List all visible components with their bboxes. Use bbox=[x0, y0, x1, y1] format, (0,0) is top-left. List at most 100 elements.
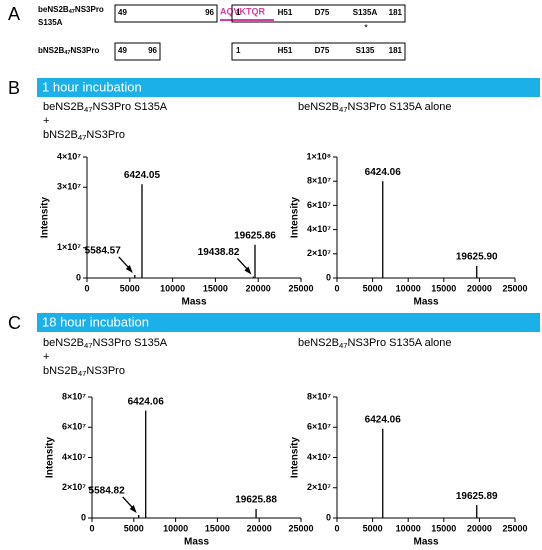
text-part: NS3Pro S135A bbox=[93, 337, 168, 349]
chart-subtitle: + bbox=[43, 115, 49, 127]
arrow-head bbox=[244, 266, 252, 275]
x-tick-label: 0 bbox=[89, 523, 94, 533]
peak-label: 19625.86 bbox=[234, 230, 276, 241]
x-tick-label: 10000 bbox=[163, 523, 188, 533]
y-tick-label: 2×10⁷ bbox=[307, 482, 331, 492]
y-tick-label: 2×10⁷ bbox=[307, 248, 331, 258]
peak-label: 5584.57 bbox=[85, 246, 122, 257]
arrow-head bbox=[129, 504, 137, 513]
peak-label: 19625.89 bbox=[456, 491, 498, 502]
panel-label: A bbox=[8, 4, 20, 24]
x-tick-label: 25000 bbox=[288, 523, 313, 533]
x-tick-label: 15000 bbox=[431, 523, 456, 533]
x-tick-label: 15000 bbox=[203, 283, 228, 293]
text-part: bNS2B bbox=[38, 46, 64, 55]
chart-subtitle: beNS2B47NS3Pro S135A bbox=[43, 101, 168, 114]
x-tick-label: 20000 bbox=[247, 523, 272, 533]
domain-box bbox=[231, 42, 406, 61]
text-part: NS3Pro S135A bbox=[93, 101, 168, 113]
x-tick-label: 5000 bbox=[363, 283, 383, 293]
peak-label: 5584.82 bbox=[89, 486, 126, 497]
text-part: 47 bbox=[69, 9, 75, 15]
text-part: beNS2B bbox=[298, 337, 339, 349]
y-tick-label: 6×10⁷ bbox=[62, 422, 86, 432]
x-tick-label: 15000 bbox=[431, 283, 456, 293]
y-tick-label: 1×10⁷ bbox=[57, 242, 81, 252]
box-label: S135 bbox=[356, 46, 375, 55]
text-part: beNS2B bbox=[43, 101, 84, 113]
x-tick-label: 20000 bbox=[467, 283, 492, 293]
domain-box bbox=[114, 4, 218, 23]
construct-name: S135A bbox=[38, 18, 63, 27]
x-tick-label: 5000 bbox=[120, 283, 140, 293]
text-part: NS3Pro bbox=[86, 365, 125, 377]
text-part: 47 bbox=[78, 133, 87, 142]
linker: AQVKTQR bbox=[220, 6, 266, 16]
text-part: 47 bbox=[78, 369, 87, 378]
text-part: + bbox=[43, 351, 49, 363]
text-part: 47 bbox=[84, 341, 93, 350]
x-axis-label: Mass bbox=[413, 537, 438, 548]
peak-label: 6424.06 bbox=[365, 167, 402, 178]
domain-box bbox=[114, 42, 161, 61]
y-tick-label: 8×10⁷ bbox=[307, 176, 331, 186]
x-tick-label: 20000 bbox=[246, 283, 271, 293]
x-tick-label: 15000 bbox=[205, 523, 230, 533]
y-tick-label: 8×10⁷ bbox=[307, 391, 331, 401]
chart-subtitle: beNS2B47NS3Pro S135A alone bbox=[298, 337, 452, 350]
box-label: 96 bbox=[205, 8, 214, 17]
banner-text: 1 hour incubation bbox=[42, 79, 142, 94]
text-part: NS3Pro bbox=[86, 129, 125, 141]
y-tick-label: 4×10⁷ bbox=[57, 151, 81, 161]
x-tick-label: 25000 bbox=[288, 283, 313, 293]
y-tick-label: 2×10⁷ bbox=[62, 482, 86, 492]
x-axis-label: Mass bbox=[181, 297, 206, 308]
x-tick-label: 25000 bbox=[502, 523, 527, 533]
banner bbox=[37, 78, 540, 97]
y-axis-label: Intensity bbox=[40, 197, 51, 239]
peak-label: 19625.88 bbox=[235, 495, 277, 506]
y-tick-label: 0 bbox=[326, 272, 331, 282]
text-part: 47 bbox=[64, 50, 70, 56]
x-tick-label: 5000 bbox=[363, 523, 383, 533]
box-label: 1 bbox=[236, 8, 241, 17]
peak-label: 6424.06 bbox=[128, 396, 165, 407]
x-axis-label: Mass bbox=[413, 297, 438, 308]
box-label: H51 bbox=[278, 46, 293, 55]
box-label: H51 bbox=[278, 8, 293, 17]
text-part: 47 bbox=[84, 105, 93, 114]
chart-subtitle: beNS2B47NS3Pro S135A bbox=[43, 337, 168, 350]
box-label: 49 bbox=[118, 8, 127, 17]
peak-label: 19625.90 bbox=[456, 252, 498, 263]
x-tick-label: 10000 bbox=[160, 283, 185, 293]
banner bbox=[37, 313, 540, 332]
text-part: NS3Pro S135A alone bbox=[348, 101, 452, 113]
text-part: + bbox=[43, 115, 49, 127]
text-part: NS3Pro bbox=[75, 5, 104, 14]
chart-subtitle: bNS2B47NS3Pro bbox=[43, 365, 125, 378]
mutation-mark: * bbox=[364, 22, 368, 32]
box-label: 1 bbox=[236, 46, 241, 55]
domain-box bbox=[231, 4, 406, 23]
text-part: NS3Pro S135A alone bbox=[348, 337, 452, 349]
banner-text: 18 hour incubation bbox=[42, 314, 149, 329]
x-tick-label: 5000 bbox=[124, 523, 144, 533]
x-tick-label: 10000 bbox=[396, 523, 421, 533]
peak-label: 19438.82 bbox=[198, 247, 240, 258]
y-tick-label: 0 bbox=[326, 512, 331, 522]
text-part: NS3Pro bbox=[70, 46, 99, 55]
y-tick-label: 6×10⁷ bbox=[307, 422, 331, 432]
chart-subtitle: + bbox=[43, 351, 49, 363]
y-axis-label: Intensity bbox=[290, 197, 301, 239]
y-tick-label: 1×10⁸ bbox=[306, 151, 331, 161]
peak-label: 6424.06 bbox=[365, 414, 402, 425]
y-tick-label: 3×10⁷ bbox=[57, 182, 81, 192]
text-part: beNS2B bbox=[298, 101, 339, 113]
text-part: beNS2B bbox=[43, 337, 84, 349]
y-tick-label: 4×10⁷ bbox=[62, 452, 86, 462]
box-label: D75 bbox=[315, 8, 330, 17]
chart-subtitle: beNS2B47NS3Pro S135A alone bbox=[298, 101, 452, 114]
panel-label: C bbox=[8, 313, 21, 333]
box-label: 49 bbox=[118, 46, 127, 55]
